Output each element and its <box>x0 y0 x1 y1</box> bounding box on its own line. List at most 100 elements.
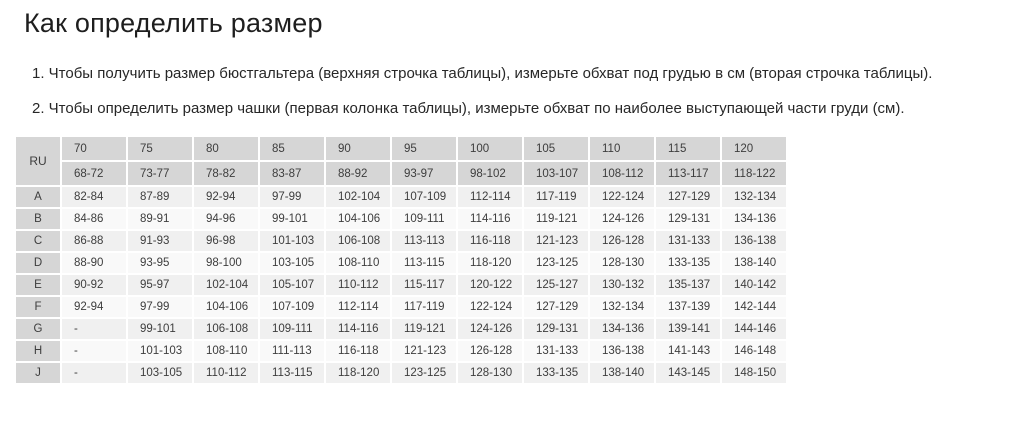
size-cell: 116-118 <box>458 231 522 251</box>
size-cell: 131-133 <box>656 231 720 251</box>
size-cell: 99-101 <box>128 319 192 339</box>
size-cell: 132-134 <box>722 187 786 207</box>
cup-label-cell: H <box>16 341 60 361</box>
size-cell: 104-106 <box>194 297 258 317</box>
size-cell: 120-122 <box>458 275 522 295</box>
size-cell: 88-90 <box>62 253 126 273</box>
size-cell: 129-131 <box>656 209 720 229</box>
size-cell: - <box>62 341 126 361</box>
cup-row-A: A 82-84 87-89 92-94 97-99 102-104 107-109 112-1… <box>16 187 786 207</box>
underbust-cell: 73-77 <box>128 162 192 185</box>
underbust-cell: 118-122 <box>722 162 786 185</box>
underbust-cell: 88-92 <box>326 162 390 185</box>
size-cell: 125-127 <box>524 275 588 295</box>
size-cell: 119-121 <box>392 319 456 339</box>
size-cell: 102-104 <box>194 275 258 295</box>
size-cell: 84-86 <box>62 209 126 229</box>
size-cell: 92-94 <box>194 187 258 207</box>
size-cell: 131-133 <box>524 341 588 361</box>
size-cell: 107-109 <box>392 187 456 207</box>
cup-row-G: G -99-101 106-108 109-111 114-116 119-121 124-… <box>16 319 786 339</box>
size-cell: 115-117 <box>392 275 456 295</box>
cup-label-cell: J <box>16 363 60 383</box>
size-cell: 118-120 <box>458 253 522 273</box>
size-cell: 97-99 <box>260 187 324 207</box>
size-cell: 136-138 <box>722 231 786 251</box>
size-cell: 82-84 <box>62 187 126 207</box>
size-cell: 117-119 <box>392 297 456 317</box>
size-cell: 105-107 <box>260 275 324 295</box>
cup-label-cell: C <box>16 231 60 251</box>
size-cell: 109-111 <box>392 209 456 229</box>
size-cell: 130-132 <box>590 275 654 295</box>
size-cell: 118-120 <box>326 363 390 383</box>
size-cell: 128-130 <box>458 363 522 383</box>
cup-label-cell: A <box>16 187 60 207</box>
instruction-cup-size: 2. Чтобы определить размер чашки (первая… <box>32 100 905 117</box>
size-cell: 109-111 <box>260 319 324 339</box>
size-cell: 121-123 <box>524 231 588 251</box>
band-size-cell: 80 <box>194 137 258 160</box>
cup-label-cell: F <box>16 297 60 317</box>
size-cell: 124-126 <box>458 319 522 339</box>
underbust-cell: 78-82 <box>194 162 258 185</box>
size-cell: 98-100 <box>194 253 258 273</box>
size-cell: 133-135 <box>656 253 720 273</box>
size-cell: 134-136 <box>590 319 654 339</box>
size-cell: - <box>62 319 126 339</box>
cup-label-cell: E <box>16 275 60 295</box>
underbust-cell: 103-107 <box>524 162 588 185</box>
size-cell: 127-129 <box>656 187 720 207</box>
underbust-cell: 98-102 <box>458 162 522 185</box>
band-size-cell: 75 <box>128 137 192 160</box>
size-cell: 122-124 <box>458 297 522 317</box>
size-cell: 129-131 <box>524 319 588 339</box>
size-cell: 113-115 <box>260 363 324 383</box>
size-cell: 103-105 <box>128 363 192 383</box>
size-cell: 112-114 <box>326 297 390 317</box>
size-cell: 128-130 <box>590 253 654 273</box>
size-cell: 90-92 <box>62 275 126 295</box>
size-cell: - <box>62 363 126 383</box>
cup-row-E: E 90-92 95-97 102-104 105-107 110-112 115-117 1… <box>16 275 786 295</box>
size-cell: 94-96 <box>194 209 258 229</box>
size-cell: 137-139 <box>656 297 720 317</box>
size-cell: 101-103 <box>128 341 192 361</box>
size-cell: 92-94 <box>62 297 126 317</box>
underbust-row: 68-72 73-77 78-82 83-87 88-92 93-97 98-102 103-… <box>16 162 786 185</box>
page-title: Как определить размер <box>24 8 323 38</box>
band-size-cell: 120 <box>722 137 786 160</box>
size-cell: 116-118 <box>326 341 390 361</box>
size-cell: 93-95 <box>128 253 192 273</box>
size-cell: 140-142 <box>722 275 786 295</box>
cup-row-D: D 88-90 93-95 98-100 103-105 108-110 113-115 11… <box>16 253 786 273</box>
size-cell: 112-114 <box>458 187 522 207</box>
size-cell: 107-109 <box>260 297 324 317</box>
size-cell: 114-116 <box>326 319 390 339</box>
underbust-cell: 108-112 <box>590 162 654 185</box>
size-cell: 117-119 <box>524 187 588 207</box>
underbust-cell: 83-87 <box>260 162 324 185</box>
size-cell: 142-144 <box>722 297 786 317</box>
underbust-cell: 68-72 <box>62 162 126 185</box>
cup-row-B: B 84-86 89-91 94-96 99-101 104-106 109-111 114-… <box>16 209 786 229</box>
cup-row-H: H -101-103 108-110 111-113 116-118 121-123 126… <box>16 341 786 361</box>
size-cell: 127-129 <box>524 297 588 317</box>
size-cell: 135-137 <box>656 275 720 295</box>
band-size-cell: 115 <box>656 137 720 160</box>
size-cell: 96-98 <box>194 231 258 251</box>
size-cell: 102-104 <box>326 187 390 207</box>
size-cell: 126-128 <box>590 231 654 251</box>
size-cell: 114-116 <box>458 209 522 229</box>
underbust-cell: 93-97 <box>392 162 456 185</box>
cup-row-F: F 92-94 97-99 104-106 107-109 112-114 117-119 1… <box>16 297 786 317</box>
size-cell: 144-146 <box>722 319 786 339</box>
size-cell: 148-150 <box>722 363 786 383</box>
size-cell: 123-125 <box>524 253 588 273</box>
instruction-band-size: 1. Чтобы получить размер бюстгальтера (в… <box>32 65 933 82</box>
size-cell: 95-97 <box>128 275 192 295</box>
underbust-cell: 113-117 <box>656 162 720 185</box>
size-cell: 103-105 <box>260 253 324 273</box>
size-cell: 111-113 <box>260 341 324 361</box>
band-size-cell: 85 <box>260 137 324 160</box>
